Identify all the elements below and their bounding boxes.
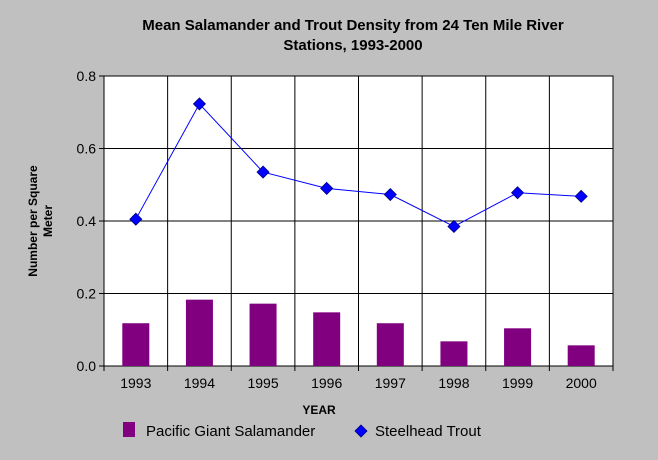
trout-line (135, 103, 582, 227)
x-tick-label: 1994 (184, 375, 215, 391)
trout-point (320, 181, 334, 195)
salamander-bar (185, 299, 213, 366)
y-axis-ticks: 0.0 0.2 0.4 0.6 0.8 (77, 68, 104, 374)
legend: Pacific Giant Salamander Steelhead Trout (123, 422, 482, 440)
x-tick-label: 1996 (311, 375, 342, 391)
salamander-bars (122, 299, 595, 366)
legend-marker-trout (354, 424, 368, 438)
x-axis-ticks: 1993 1994 1995 1996 1997 1998 1999 2000 (103, 366, 614, 391)
y-axis-label-line1: Number per Square (26, 165, 40, 277)
trout-line-series (129, 97, 588, 234)
salamander-bar (440, 341, 468, 366)
chart-title-line2: Stations, 1993-2000 (283, 37, 422, 54)
salamander-bar (567, 345, 595, 366)
trout-point (383, 187, 397, 202)
x-axis-label: YEAR (302, 403, 336, 417)
legend-swatch-salamander (123, 422, 135, 437)
x-tick-label: 1997 (375, 375, 406, 391)
legend-label-salamander: Pacific Giant Salamander (146, 423, 315, 440)
salamander-bar (313, 312, 341, 366)
trout-point (574, 189, 588, 203)
y-tick-label: 0.8 (77, 68, 97, 84)
x-tick-label: 1993 (120, 375, 151, 391)
x-tick-label: 1999 (502, 375, 533, 391)
trout-point (192, 97, 207, 111)
x-tick-label: 1995 (247, 375, 278, 391)
salamander-bar (249, 303, 277, 366)
trout-point (447, 219, 461, 234)
x-tick-label: 2000 (566, 375, 597, 391)
legend-label-trout: Steelhead Trout (375, 423, 482, 440)
y-tick-label: 0.6 (77, 141, 97, 157)
salamander-bar (504, 328, 532, 366)
chart-title-line1: Mean Salamander and Trout Density from 2… (142, 17, 564, 34)
y-tick-label: 0.2 (77, 286, 97, 302)
x-tick-label: 1998 (438, 375, 469, 391)
trout-point (256, 165, 270, 179)
salamander-bar (376, 323, 404, 366)
salamander-bar (122, 323, 150, 366)
trout-point (129, 212, 143, 226)
y-axis-label-line2: Meter (41, 205, 55, 237)
y-tick-label: 0.0 (77, 358, 97, 374)
trout-point (510, 186, 525, 200)
y-tick-label: 0.4 (77, 213, 97, 229)
